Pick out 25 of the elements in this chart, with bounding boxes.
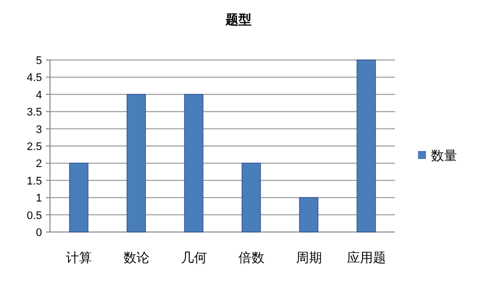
bar: [242, 162, 261, 232]
x-tick-label: 倍数: [238, 250, 264, 265]
y-tick-label: 0: [36, 227, 42, 239]
bar: [69, 162, 88, 232]
y-tick-label: 5: [36, 55, 42, 67]
y-tick-label: 2.5: [26, 141, 42, 153]
y-tick-label: 0.5: [26, 210, 42, 222]
bar: [299, 197, 318, 232]
x-tick-label: 几何: [180, 250, 207, 265]
y-tick-label: 4: [36, 89, 42, 102]
y-tick-label: 3.5: [26, 106, 42, 119]
y-tick-label: 2: [36, 158, 42, 170]
y-tick-label: 3: [36, 124, 42, 136]
y-tick-label: 1: [36, 192, 42, 205]
bar: [184, 94, 204, 232]
bar: [356, 60, 376, 232]
x-tick-label: 计算: [66, 250, 92, 265]
x-tick-label: 周期: [296, 250, 322, 265]
legend-label: 数量: [431, 148, 457, 163]
y-tick-label: 1.5: [26, 175, 42, 188]
bar: [126, 94, 146, 232]
y-tick-label: 4.5: [26, 72, 42, 84]
x-tick-label: 数论: [123, 250, 150, 265]
chart-title: 题型: [224, 12, 252, 27]
x-tick-label: 应用题: [346, 250, 386, 265]
